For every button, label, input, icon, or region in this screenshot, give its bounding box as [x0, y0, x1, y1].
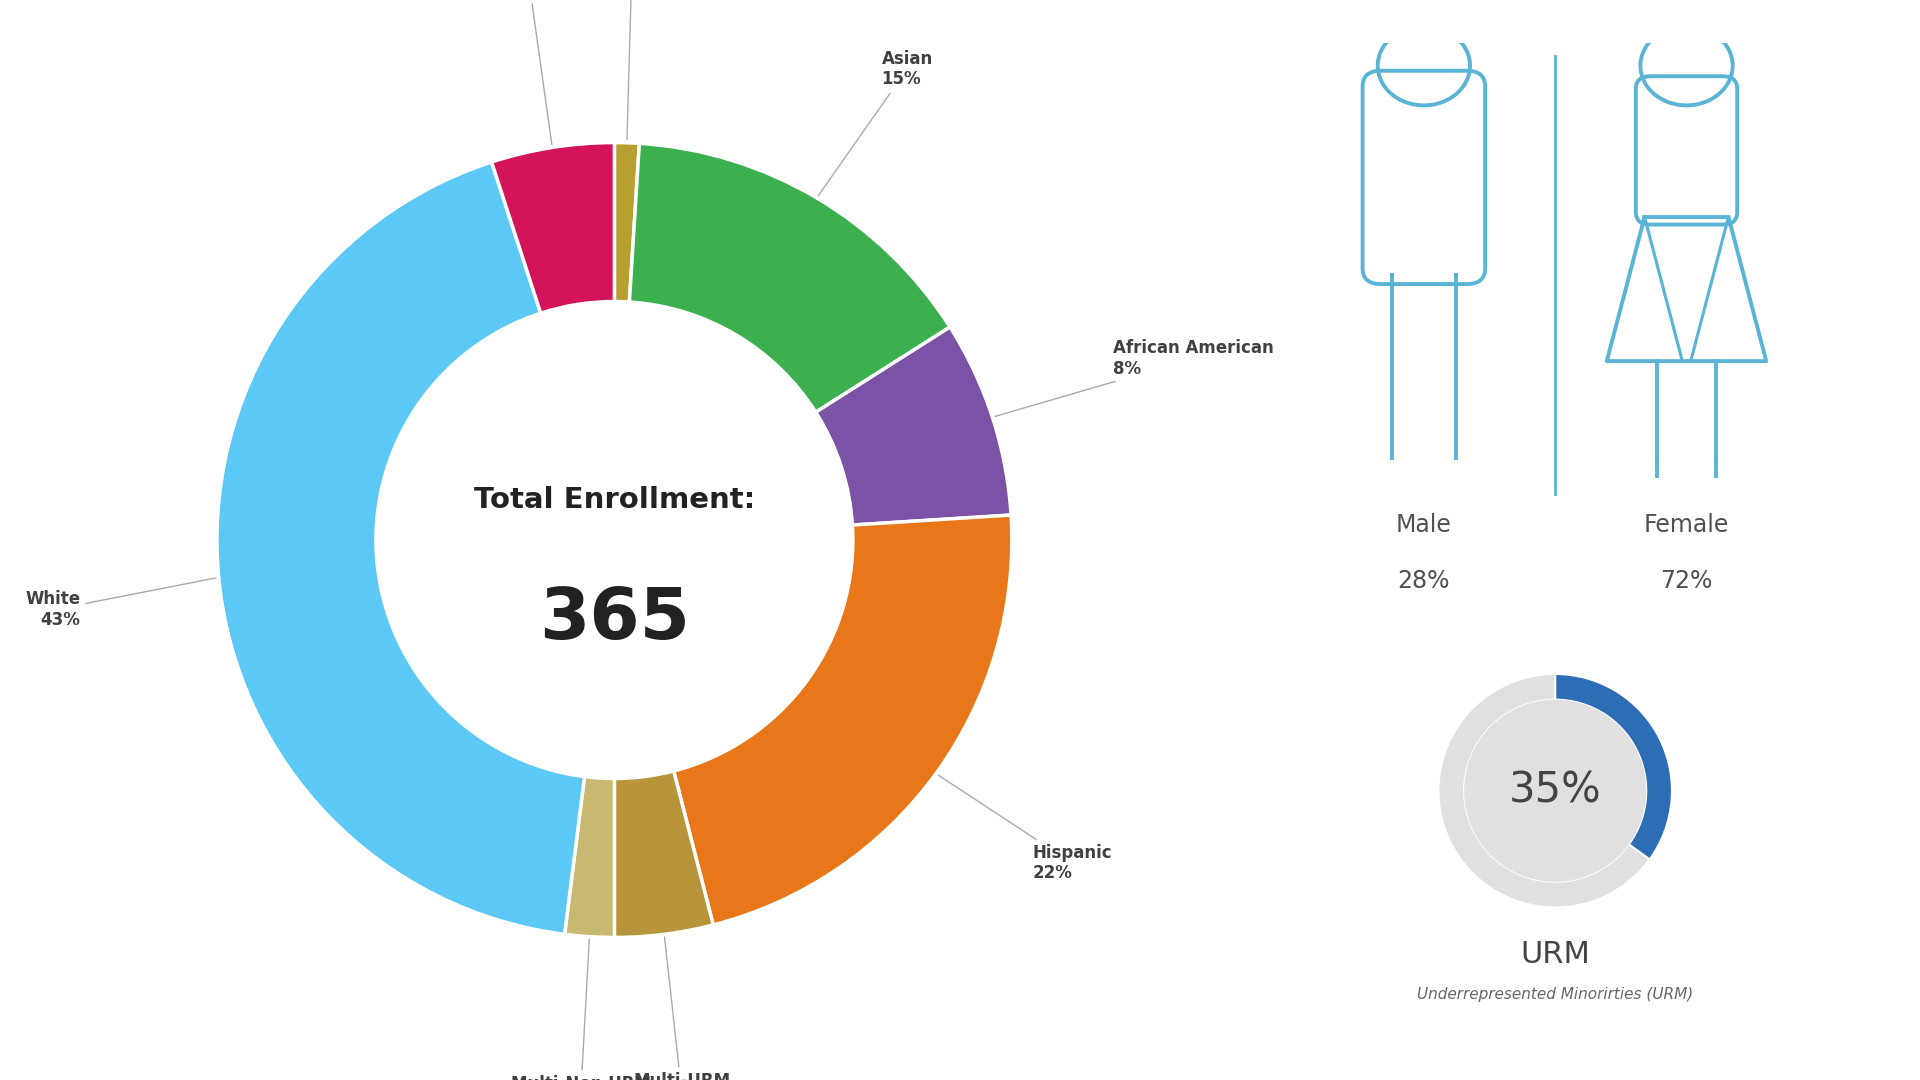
Text: 28%: 28% — [1398, 569, 1450, 593]
Wedge shape — [630, 144, 950, 413]
Text: 72%: 72% — [1661, 569, 1713, 593]
Wedge shape — [614, 143, 639, 302]
Wedge shape — [1438, 674, 1672, 907]
Circle shape — [1465, 700, 1645, 881]
Text: Multi-URM
4%: Multi-URM 4% — [634, 937, 730, 1080]
Text: Multi-Non URM
2%: Multi-Non URM 2% — [511, 940, 651, 1080]
Wedge shape — [816, 327, 1012, 525]
Wedge shape — [614, 771, 712, 937]
Wedge shape — [674, 515, 1012, 924]
Text: Total Enrollment:: Total Enrollment: — [474, 486, 755, 514]
Wedge shape — [217, 162, 584, 934]
Text: URM: URM — [1521, 941, 1590, 969]
Text: 35%: 35% — [1509, 770, 1601, 812]
Text: Not Reported
5%: Not Reported 5% — [465, 0, 591, 145]
Text: Male: Male — [1396, 513, 1452, 537]
Text: African American
8%: African American 8% — [995, 339, 1275, 417]
Text: Asian
15%: Asian 15% — [818, 50, 933, 195]
Text: Underrepresented Minorirties (URM): Underrepresented Minorirties (URM) — [1417, 987, 1693, 1002]
Text: White
43%: White 43% — [25, 578, 217, 630]
Wedge shape — [1555, 674, 1672, 860]
Wedge shape — [564, 777, 614, 937]
Text: 365: 365 — [540, 585, 689, 654]
Text: Hispanic
22%: Hispanic 22% — [939, 775, 1112, 882]
Wedge shape — [492, 143, 614, 313]
Text: Female: Female — [1644, 513, 1730, 537]
Text: AM Native/AM Indian
1%: AM Native/AM Indian 1% — [536, 0, 730, 140]
